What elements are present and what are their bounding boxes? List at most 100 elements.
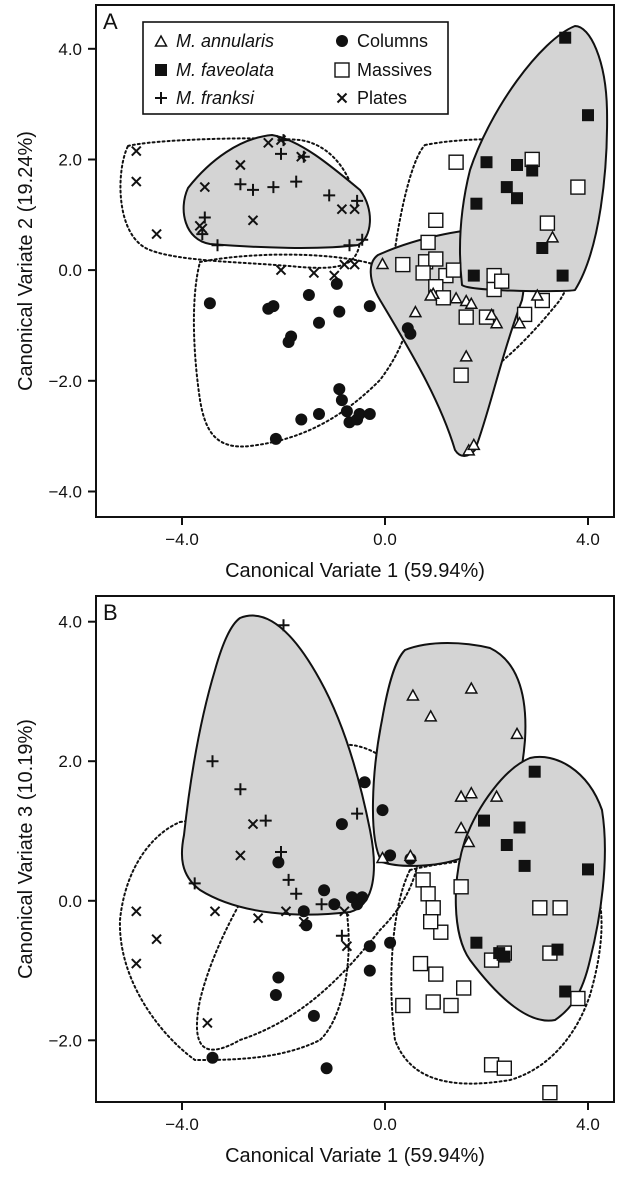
- point-b-massives-6: [428, 966, 444, 982]
- b-xtick-0: 0.0: [373, 1115, 397, 1134]
- a-ytick-0: 0.0: [58, 261, 82, 280]
- point-b-massives-16: [552, 900, 568, 916]
- point-b-massives-11: [395, 997, 411, 1014]
- point-b-columns-9: [376, 804, 389, 817]
- point-a-massives-14: [458, 309, 474, 325]
- point-a-faveolata-4: [500, 181, 513, 194]
- panel-a-y-ticks: 4.0 2.0 0.0 −2.0 −4.0: [48, 40, 96, 502]
- point-b-columns-0: [272, 856, 285, 869]
- point-b-massives-0: [415, 872, 431, 888]
- a-y-axis-label: Canonical Variate 2 (19.24%): [15, 131, 37, 391]
- point-a-faveolata-0: [559, 31, 572, 44]
- point-b-franksi-10: [334, 928, 349, 943]
- hull-a-franksi[interactable]: [182, 133, 371, 249]
- point-b-plates-2: [130, 958, 142, 970]
- point-b-massives-19: [496, 1060, 512, 1076]
- point-b-columns-14: [384, 936, 397, 949]
- a-ytick-2: 2.0: [58, 151, 82, 170]
- legend-columns-label: Columns: [357, 31, 428, 51]
- point-a-columns-5: [302, 289, 315, 301]
- a-panel-label: A: [103, 9, 118, 34]
- a-ytick-4: 4.0: [58, 40, 82, 59]
- point-a-plates-0: [130, 145, 142, 157]
- point-b-columns-8: [358, 776, 371, 789]
- point-a-massives-0: [448, 154, 464, 170]
- point-a-massives-4: [428, 212, 444, 229]
- b-xtick-4: 4.0: [576, 1115, 600, 1134]
- point-a-massives-1: [524, 151, 540, 168]
- point-b-massives-5: [412, 955, 429, 972]
- point-a-faveolata-9: [556, 269, 569, 282]
- point-b-columns-13: [363, 964, 376, 977]
- point-a-plates-17: [349, 259, 361, 271]
- point-a-columns-9: [363, 300, 376, 313]
- legend-box: [142, 21, 449, 115]
- point-a-columns-16: [335, 394, 348, 407]
- legend-annularis-label: M. annularis: [176, 31, 274, 51]
- a-ytick-m4: −4.0: [48, 483, 82, 502]
- point-b-faveolata-6: [470, 936, 483, 949]
- point-b-faveolata-5: [478, 814, 490, 827]
- a-ytick-m2: −2.0: [48, 372, 82, 391]
- point-b-columns-12: [363, 940, 376, 953]
- point-b-plates-11: [201, 1017, 213, 1029]
- point-b-faveolata-4: [582, 863, 594, 876]
- panel-b-hulls: [118, 614, 606, 1085]
- point-b-faveolata-9: [551, 943, 564, 956]
- panel-b-frame: [95, 595, 615, 1103]
- point-b-columns-2: [300, 919, 313, 932]
- point-b-plates-3: [209, 905, 221, 917]
- a-xtick-m4: −4.0: [165, 530, 199, 549]
- point-a-faveolata-10: [467, 269, 480, 282]
- point-a-faveolata-7: [526, 164, 539, 177]
- point-b-columns-4: [328, 898, 341, 911]
- point-a-plates-13: [275, 264, 287, 276]
- point-a-columns-14: [313, 408, 325, 420]
- point-b-columns-19: [206, 1051, 219, 1064]
- point-a-columns-4: [282, 336, 295, 348]
- point-a-columns-2: [267, 300, 280, 313]
- point-a-faveolata-3: [480, 156, 493, 169]
- panel-b-y-ticks: 4.0 2.0 0.0 −2.0: [48, 613, 96, 1050]
- point-b-plates-9: [341, 940, 353, 952]
- point-b-plates-1: [151, 933, 163, 945]
- point-a-massives-3: [539, 215, 556, 231]
- b-xtick-m4: −4.0: [165, 1115, 199, 1134]
- point-a-massives-2: [570, 179, 586, 195]
- point-a-massives-8: [428, 251, 444, 267]
- point-a-columns-21: [363, 408, 376, 420]
- point-b-columns-16: [269, 989, 282, 1001]
- point-a-columns-11: [404, 327, 417, 340]
- legend-massives-label: Massives: [357, 60, 432, 80]
- point-b-columns-18: [320, 1062, 333, 1075]
- legend: M. annularis M. faveolata M. franksi Col…: [142, 21, 449, 115]
- a-xtick-4: 4.0: [576, 530, 600, 549]
- point-b-faveolata-8: [498, 950, 511, 963]
- legend-massives-marker: [334, 62, 350, 78]
- point-a-massives-5: [420, 234, 436, 251]
- b-x-axis-label: Canonical Variate 1 (59.94%): [225, 1145, 485, 1167]
- point-a-plates-1: [130, 176, 142, 188]
- a-x-axis-label: Canonical Variate 1 (59.94%): [225, 560, 485, 582]
- b-ytick-2: 2.0: [58, 752, 82, 771]
- point-a-massives-18: [494, 273, 510, 289]
- legend-plates-label: Plates: [357, 88, 407, 108]
- hull-b-franksi[interactable]: [180, 614, 375, 916]
- point-b-massives-9: [443, 997, 459, 1014]
- b-ytick-m2: −2.0: [48, 1031, 82, 1050]
- point-a-faveolata-2: [470, 197, 483, 210]
- point-a-plates-16: [338, 259, 350, 271]
- point-b-massives-10: [456, 980, 472, 996]
- legend-columns-marker: [336, 35, 348, 47]
- point-b-faveolata-0: [528, 765, 541, 778]
- point-a-massives-9: [415, 265, 431, 281]
- point-a-plates-2: [151, 228, 163, 240]
- point-b-columns-17: [307, 1009, 320, 1022]
- point-a-columns-8: [333, 305, 346, 318]
- point-b-faveolata-2: [500, 839, 513, 851]
- b-panel-label: B: [103, 600, 118, 625]
- point-b-massives-1: [420, 886, 436, 902]
- point-a-columns-0: [203, 297, 216, 310]
- point-a-massives-21: [453, 367, 469, 383]
- point-b-plates-0: [130, 905, 142, 917]
